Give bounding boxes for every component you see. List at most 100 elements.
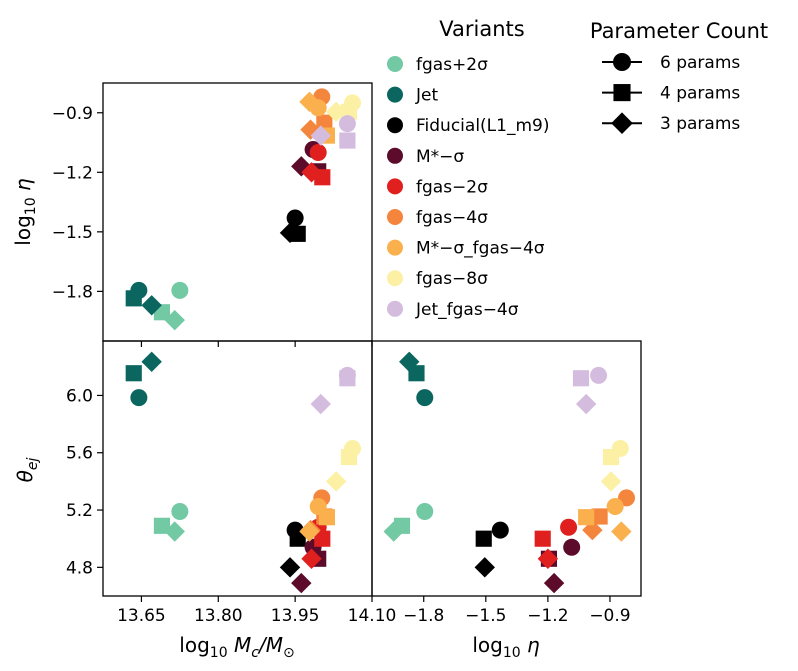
y-tick-label: −0.9: [52, 104, 93, 124]
legend-label-fgasplus2sigma: fgas+2σ: [416, 55, 488, 75]
point-mstarminussigma-fgasminus4sigma-square: [318, 509, 335, 526]
y-axis-label-theta: θej: [13, 458, 41, 483]
panel-theta-vs-log10eta: [371, 340, 642, 597]
point-fgasplus2sigma-diamond: [383, 521, 404, 542]
legend-swatch-fiducial-l1-m9: [387, 117, 403, 134]
x-axis-label-log10mc: log10 Mc/M⊙: [179, 633, 294, 661]
panel-theta-vs-log10mc: [102, 340, 373, 597]
point-fiducial-l1-m9-square: [289, 530, 306, 547]
panels: −1.8 −1.5 −1.2 −0.9 13.65 13.80 13.95 14.10 4.8 5…: [11, 82, 642, 661]
legend-swatch-fgasminus2sigma: [387, 178, 403, 195]
y-tick-label: 5.6: [66, 444, 93, 464]
point-fgasplus2sigma-circle: [171, 281, 189, 299]
point-jet-circle: [416, 389, 434, 407]
point-mstarminussigma-fgasminus4sigma-circle: [606, 497, 624, 515]
point-fgasminus8sigma-square: [602, 448, 620, 466]
legend-swatch-fgasminus8sigma: [387, 270, 403, 287]
legend-label-mstarminussigma-fgasminus4sigma: M*−σ_fgas−4σ: [416, 239, 545, 259]
y-tick-label: −1.8: [52, 282, 93, 302]
legend-title-params: Parameter Count: [590, 19, 768, 43]
y-tick-label: −1.2: [52, 163, 93, 183]
point-fgasminus2sigma-square: [534, 530, 551, 547]
x-tick-label: 13.95: [271, 606, 320, 626]
legend-swatch-jet: [387, 86, 403, 103]
x-tick-label: 13.65: [117, 606, 166, 626]
panel-log10eta-vs-log10mc: [102, 82, 373, 342]
legend-marker-diamond: [611, 112, 633, 134]
x-tick-label: 14.10: [348, 606, 397, 626]
panel-frame: [102, 340, 373, 597]
y-tick-label: 4.8: [66, 558, 93, 578]
x-tick-label: −1.2: [527, 606, 568, 626]
point-fiducial-l1-m9-square: [475, 530, 492, 547]
point-fgasminus8sigma-diamond: [325, 101, 347, 122]
point-jet-diamond: [141, 295, 162, 316]
point-fgasminus8sigma-diamond: [325, 471, 347, 492]
point-fgasminus2sigma-circle: [309, 143, 327, 161]
point-jet-fgasminus4sigma-diamond: [310, 393, 331, 415]
point-fgasminus8sigma-diamond: [600, 471, 622, 492]
point-jet-fgasminus4sigma-square: [339, 132, 356, 149]
x-tick-label: 13.80: [194, 606, 243, 626]
y-axis-label-log10eta: log10 η: [11, 178, 39, 246]
point-fgasminus8sigma-square: [340, 448, 358, 466]
legend-title-variants: Variants: [439, 17, 524, 41]
point-fgasplus2sigma-diamond: [164, 521, 185, 542]
point-jet-square: [125, 365, 142, 382]
point-jet-diamond: [399, 351, 420, 372]
legend-marker-square: [613, 84, 631, 102]
point-fgasminus2sigma-diamond: [537, 548, 559, 569]
x-tick-label: −1.8: [403, 606, 444, 626]
point-fiducial-l1-m9-circle: [491, 521, 509, 539]
point-mstarminussigma-fgasminus4sigma-diamond: [299, 91, 320, 113]
point-jet-fgasminus4sigma-circle: [590, 366, 608, 384]
point-jet-circle: [130, 389, 148, 407]
point-jet-fgasminus4sigma-square: [572, 370, 590, 387]
legend-label-diamond: 3 params: [660, 114, 740, 134]
point-jet-diamond: [141, 351, 162, 372]
legend-label-fgasminus2sigma: fgas−2σ: [416, 177, 488, 197]
legend-swatch-mstarminussigma-fgasminus4sigma: [387, 239, 403, 256]
point-jet-fgasminus4sigma-square: [339, 370, 356, 387]
point-mstarminussigma-circle: [563, 538, 581, 556]
y-tick-label: 5.2: [66, 501, 93, 521]
point-mstarminussigma-fgasminus4sigma-diamond: [611, 521, 632, 542]
point-fgasplus2sigma-diamond: [164, 309, 185, 331]
panel-frame: [371, 340, 642, 597]
y-tick-label: −1.5: [52, 223, 93, 243]
point-jet-fgasminus4sigma-diamond: [310, 125, 331, 146]
y-tick-label: 6.0: [66, 386, 93, 406]
legend-label-mstarminussigma: M*−σ: [416, 147, 464, 167]
point-fgasminus4sigma-diamond: [300, 119, 321, 140]
point-fgasminus4sigma-diamond: [582, 519, 603, 541]
point-mstarminussigma-diamond: [543, 572, 565, 594]
point-jet-square: [408, 365, 425, 382]
legend-swatch-fgasplus2sigma: [387, 56, 403, 72]
point-fgasplus2sigma-square: [153, 517, 170, 534]
point-fgasminus2sigma-square: [314, 530, 331, 547]
legend-swatch-fgasminus4sigma: [387, 209, 403, 225]
point-fiducial-l1-m9-diamond: [279, 557, 301, 578]
x-tick-label: −0.9: [589, 606, 630, 626]
point-jet-square: [125, 290, 142, 307]
legend-swatch-mstarminussigma: [387, 147, 403, 164]
legend: Variants Parameter Count fgas+2σ Jet Fiducia…: [387, 17, 768, 320]
point-jet-fgasminus4sigma-circle: [338, 115, 356, 133]
x-tick-label: −1.5: [465, 606, 506, 626]
point-mstarminussigma-fgasminus4sigma-diamond: [299, 521, 320, 542]
point-fiducial-l1-m9-circle: [286, 209, 304, 227]
point-fgasminus2sigma-diamond: [301, 548, 322, 569]
point-fiducial-l1-m9-diamond: [279, 222, 301, 244]
x-axis-label-log10eta: log10 η: [472, 633, 540, 661]
point-fgasplus2sigma-circle: [171, 502, 189, 520]
legend-swatch-jet-fgasminus4sigma: [387, 300, 403, 317]
legend-label-fgasminus4sigma: fgas−4σ: [416, 208, 488, 228]
legend-label-circle: 6 params: [660, 53, 740, 73]
point-fgasminus2sigma-circle: [560, 518, 578, 536]
legend-label-jet: Jet: [415, 86, 438, 106]
legend-label-fiducial-l1-m9: Fiducial(L1_m9): [416, 116, 549, 136]
point-fiducial-l1-m9-diamond: [474, 557, 495, 578]
point-fgasminus4sigma-square: [591, 508, 608, 525]
point-fgasminus2sigma-diamond: [301, 162, 322, 183]
